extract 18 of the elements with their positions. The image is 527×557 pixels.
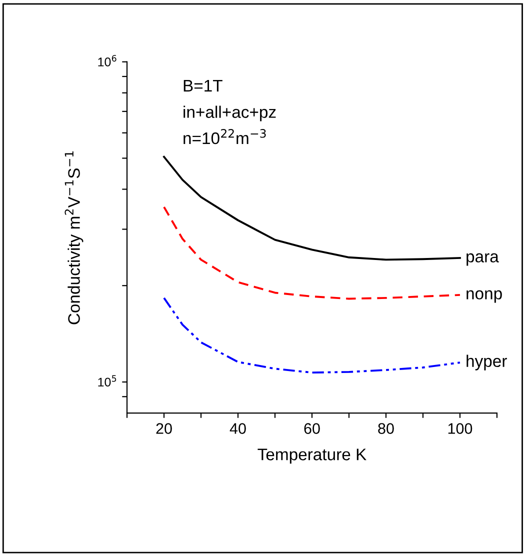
x-tick-label: 60 <box>304 423 320 434</box>
y-tick-label: 10$^{6}$ <box>98 54 116 66</box>
x-tick-label: 20 <box>156 423 172 434</box>
x-tick-label: 100 <box>448 423 472 434</box>
y-axis-title: Conductivity m$^{2}$V$^{−1}$S$^{−1}$ <box>64 151 84 324</box>
series-label: hyper <box>466 354 507 370</box>
annotation: n=10$^{22}$m$^{−3}$ <box>184 128 266 144</box>
line-series <box>163 156 461 261</box>
annotation: in+all+ac+pz <box>184 106 276 122</box>
series-label: nonp <box>466 290 502 303</box>
line-series <box>163 206 461 300</box>
x-axis-title: Temperature K <box>258 448 366 464</box>
y-tick-label: 10$^{5}$ <box>98 375 116 387</box>
x-tick-label: 40 <box>230 423 246 434</box>
line-series <box>163 296 461 374</box>
series-label: para <box>466 253 499 266</box>
x-tick-label: 80 <box>378 423 394 434</box>
annotation: B=1T <box>184 80 222 92</box>
